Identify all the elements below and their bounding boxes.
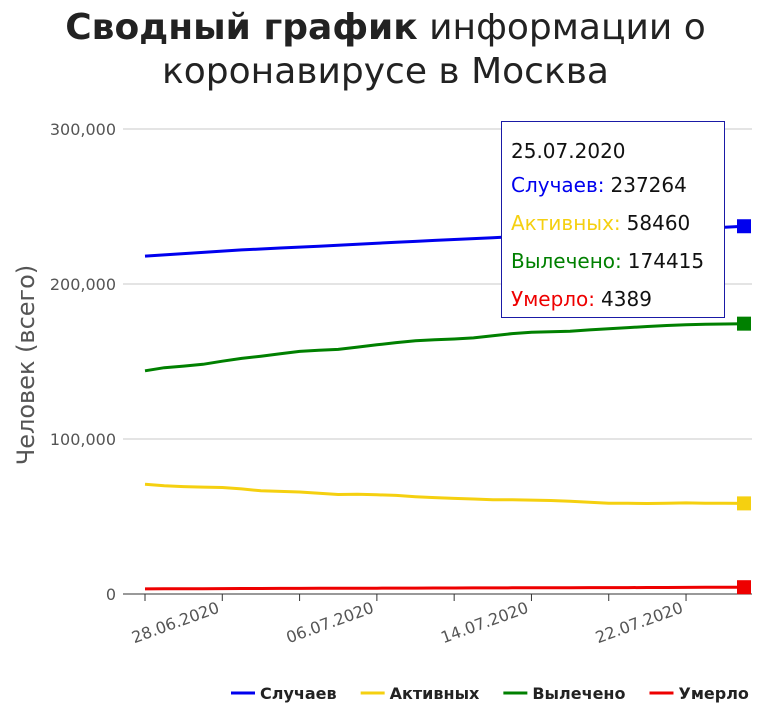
legend-entry: Умерло: [678, 684, 748, 703]
tooltip-row-cases: Случаев: 237264: [511, 166, 715, 204]
series-marker: [737, 580, 751, 595]
tooltip-date: 25.07.2020: [511, 139, 626, 163]
y-axis-label: Человек (всего): [12, 265, 40, 465]
tooltip-value-deaths: 4389: [601, 287, 652, 311]
x-tick-label: 06.07.2020: [284, 598, 377, 647]
series-marker: [737, 496, 751, 511]
y-axis-ticks: 0 100,000 200,000 300,000: [50, 120, 116, 604]
series-marker: [737, 219, 751, 234]
tooltip-value-recovered: 174415: [627, 249, 705, 273]
y-tick-label: 200,000: [50, 275, 116, 294]
tooltip-row-deaths: Умерло: 4389: [511, 280, 715, 318]
legend-entry: Случаев: [260, 684, 337, 703]
x-tick-label: 28.06.2020: [129, 598, 222, 647]
x-axis-ticks: 28.06.2020 06.07.2020 14.07.2020 22.07.2020: [129, 594, 687, 647]
tooltip-value-cases: 237264: [610, 173, 687, 197]
tooltip-label-cases: Случаев:: [511, 173, 605, 197]
legend-entry: Вылечено: [532, 684, 625, 703]
chart-title: Сводный график информации о коронавирусе…: [0, 6, 771, 94]
series-line: [144, 322, 745, 373]
legend-entry: Активных: [390, 684, 480, 703]
x-tick-label: 22.07.2020: [593, 598, 686, 647]
x-tick-label: 14.07.2020: [438, 598, 531, 647]
series-line: [144, 585, 745, 591]
chart-title-bold: Сводный график: [65, 7, 418, 48]
y-tick-label: 0: [106, 585, 116, 604]
series-line: [144, 482, 745, 506]
tooltip-row-recovered: Вылечено: 174415: [511, 242, 715, 280]
tooltip-row-active: Активных: 58460: [511, 204, 715, 242]
series-marker: [737, 316, 751, 331]
tooltip-value-active: 58460: [626, 211, 691, 235]
y-tick-label: 100,000: [50, 430, 116, 449]
legend: Случаев Активных Вылечено Умерло: [231, 684, 749, 703]
tooltip-label-deaths: Умерло:: [511, 287, 596, 311]
tooltip: 25.07.2020 Случаев: 237264 Активных: 58460…: [501, 121, 725, 318]
tooltip-label-active: Активных:: [511, 211, 621, 235]
tooltip-label-recovered: Вылечено:: [511, 249, 622, 273]
chart-title-rest: информации о коронавирусе в Москва: [162, 7, 706, 92]
y-tick-label: 300,000: [50, 120, 116, 139]
